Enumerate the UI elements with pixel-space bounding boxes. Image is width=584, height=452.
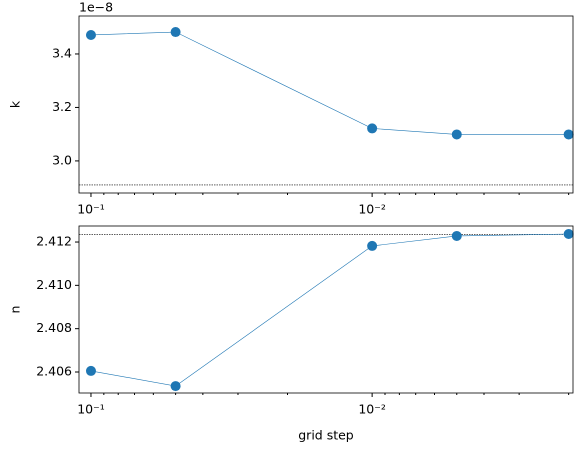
point — [85, 29, 96, 40]
point — [170, 381, 181, 392]
point — [563, 129, 574, 140]
point — [367, 123, 378, 134]
point — [85, 365, 96, 376]
point — [170, 27, 181, 38]
series-line — [90, 31, 569, 135]
axes-frame — [78, 225, 574, 394]
y-axis-label: k — [8, 100, 23, 108]
y-tick-label: 3.2 — [52, 99, 72, 114]
x-axis-label: grid step — [298, 428, 354, 443]
series-line — [90, 233, 569, 387]
x-tick-label: 10⁻¹ — [77, 202, 105, 217]
point — [451, 230, 462, 241]
x-tick-label: 10⁻² — [358, 202, 386, 217]
y-tick-label: 2.406 — [36, 363, 72, 378]
x-tick-label: 10⁻¹ — [77, 402, 105, 417]
axes-frame — [78, 15, 574, 194]
y-tick-label: 2.410 — [36, 277, 72, 292]
point — [563, 229, 574, 240]
point — [367, 240, 378, 251]
offset-label: 1e−8 — [79, 0, 113, 15]
y-tick-label: 2.408 — [36, 320, 72, 335]
x-tick-label: 10⁻² — [358, 402, 386, 417]
y-tick-label: 3.4 — [52, 45, 72, 60]
point — [451, 129, 462, 140]
y-tick-label: 2.412 — [36, 234, 72, 249]
y-tick-label: 3.0 — [52, 152, 72, 167]
y-axis-label: n — [8, 306, 23, 314]
